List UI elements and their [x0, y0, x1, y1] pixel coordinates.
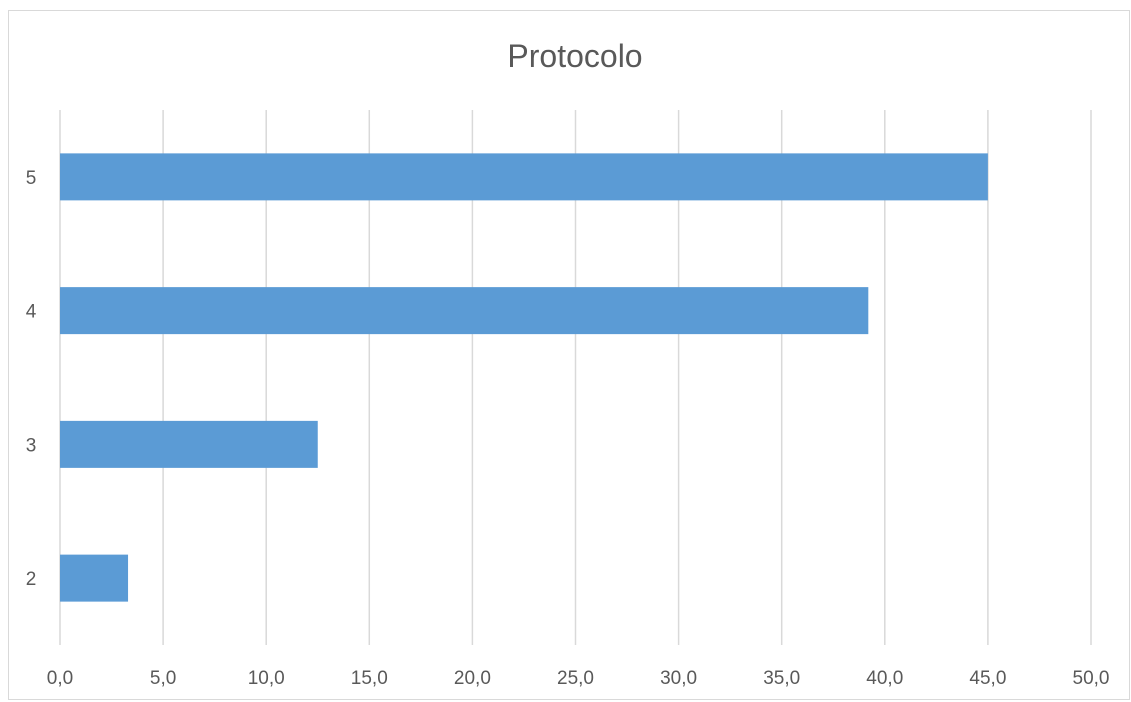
x-tick-label: 40,0	[866, 668, 903, 689]
bars	[60, 153, 988, 602]
bar-4	[60, 287, 869, 335]
y-tick-label: 3	[26, 435, 37, 456]
bar-3	[60, 420, 318, 468]
bar-2	[60, 554, 129, 602]
x-tick-label: 10,0	[248, 668, 285, 689]
y-tick-label: 5	[26, 168, 37, 189]
x-tick-label: 5,0	[150, 668, 176, 689]
x-tick-label: 25,0	[557, 668, 594, 689]
chart-frame	[8, 10, 1130, 700]
y-tick-label: 2	[26, 569, 37, 590]
x-axis-tick-labels: 0,0 5,0 10,0 15,0 20,0 25,0 30,0 35,0 40,0 45,0 50…	[47, 668, 1110, 689]
x-tick-label: 0,0	[47, 668, 73, 689]
x-tick-label: 45,0	[969, 668, 1006, 689]
x-tick-label: 30,0	[660, 668, 697, 689]
x-tick-label: 50,0	[1073, 668, 1110, 689]
y-tick-label: 4	[26, 302, 37, 323]
x-tick-label: 15,0	[351, 668, 388, 689]
y-axis-tick-labels: 2 3 4 5	[26, 168, 37, 590]
x-tick-label: 35,0	[763, 668, 800, 689]
chart-title: Protocolo	[507, 38, 642, 74]
x-tick-label: 20,0	[454, 668, 491, 689]
bar-5	[60, 153, 988, 201]
